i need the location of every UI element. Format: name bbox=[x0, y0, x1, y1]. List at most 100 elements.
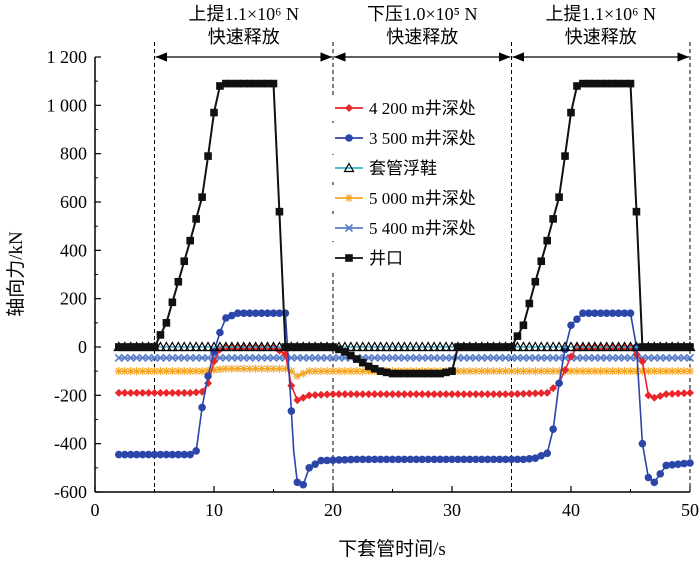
data-point bbox=[632, 207, 641, 216]
data-point bbox=[459, 353, 468, 362]
data-point bbox=[275, 353, 284, 362]
data-point bbox=[519, 321, 528, 330]
data-point bbox=[232, 341, 244, 352]
data-point bbox=[650, 367, 659, 376]
data-point bbox=[543, 388, 552, 397]
y-tick-label: 400 bbox=[60, 240, 87, 260]
data-point bbox=[263, 353, 272, 362]
data-point bbox=[501, 390, 510, 399]
data-point bbox=[471, 367, 480, 376]
data-point bbox=[168, 388, 177, 397]
data-point bbox=[198, 367, 207, 376]
data-point bbox=[281, 364, 290, 373]
data-point bbox=[150, 450, 159, 459]
data-point bbox=[507, 367, 516, 376]
data-point bbox=[495, 353, 504, 362]
data-point bbox=[317, 456, 325, 465]
data-point bbox=[222, 314, 230, 322]
data-point bbox=[144, 388, 153, 397]
data-point bbox=[392, 341, 404, 352]
data-point bbox=[477, 343, 486, 351]
y-tick-label: -400 bbox=[54, 434, 87, 454]
data-point bbox=[620, 309, 629, 317]
data-point bbox=[513, 353, 522, 362]
data-point bbox=[513, 455, 522, 464]
data-point bbox=[513, 367, 522, 376]
data-point bbox=[398, 341, 410, 352]
data-point bbox=[412, 369, 421, 378]
data-point bbox=[537, 367, 546, 376]
data-point bbox=[555, 379, 563, 388]
data-point bbox=[174, 353, 183, 362]
data-point bbox=[430, 353, 439, 362]
data-point bbox=[239, 309, 248, 317]
data-point bbox=[561, 365, 570, 374]
data-point bbox=[495, 455, 504, 464]
data-point bbox=[430, 390, 439, 399]
data-point bbox=[460, 343, 468, 351]
data-point bbox=[535, 341, 547, 352]
data-point bbox=[590, 353, 599, 362]
data-point bbox=[168, 450, 177, 459]
legend-label: 3 500 m井深处 bbox=[369, 129, 476, 148]
legend-item: 5 000 m井深处 bbox=[331, 185, 507, 211]
data-point bbox=[353, 355, 361, 363]
data-point bbox=[602, 79, 611, 88]
y-axis-title: 轴向力/kN bbox=[5, 231, 27, 317]
data-point bbox=[370, 390, 379, 399]
data-point bbox=[358, 390, 367, 399]
data-point bbox=[428, 341, 440, 352]
data-point bbox=[126, 353, 135, 362]
data-point bbox=[662, 353, 671, 362]
data-point bbox=[412, 390, 421, 399]
data-point bbox=[578, 367, 587, 376]
data-point bbox=[239, 364, 248, 373]
data-point bbox=[477, 367, 486, 376]
data-point bbox=[596, 309, 605, 317]
phase-label-bottom: 快速释放 bbox=[565, 27, 637, 47]
data-point bbox=[465, 367, 474, 376]
data-point bbox=[257, 79, 266, 88]
data-point bbox=[404, 341, 416, 352]
data-point bbox=[174, 367, 183, 376]
data-point bbox=[150, 353, 159, 362]
data-point bbox=[406, 353, 415, 362]
data-point bbox=[162, 353, 171, 362]
data-point bbox=[583, 341, 595, 352]
data-point bbox=[168, 353, 177, 362]
data-point bbox=[674, 389, 683, 398]
data-point bbox=[329, 390, 337, 399]
data-point bbox=[388, 390, 397, 399]
data-point bbox=[329, 367, 337, 376]
data-point bbox=[662, 390, 671, 399]
data-point bbox=[507, 343, 516, 351]
data-point bbox=[686, 343, 694, 351]
data-point bbox=[422, 341, 434, 352]
data-point bbox=[222, 79, 230, 88]
series-group bbox=[113, 79, 696, 489]
data-point bbox=[221, 353, 230, 362]
data-point bbox=[287, 381, 296, 390]
data-point bbox=[656, 343, 665, 351]
data-point bbox=[323, 456, 331, 465]
phase-label-top: 上提1.1×10⁶ N bbox=[189, 4, 299, 24]
data-point bbox=[203, 353, 213, 362]
data-point bbox=[180, 353, 189, 362]
y-tick-label: 1 200 bbox=[47, 47, 88, 67]
data-point bbox=[198, 353, 207, 362]
data-point bbox=[400, 390, 409, 399]
data-point bbox=[424, 369, 432, 378]
data-point bbox=[299, 343, 308, 351]
data-point bbox=[192, 367, 201, 376]
data-point bbox=[579, 309, 587, 317]
data-point bbox=[442, 390, 451, 399]
data-point bbox=[275, 309, 284, 317]
data-point bbox=[156, 388, 165, 397]
data-point bbox=[267, 341, 280, 352]
data-point bbox=[156, 367, 165, 376]
data-point bbox=[293, 372, 302, 380]
data-point bbox=[567, 321, 575, 330]
data-point bbox=[644, 367, 653, 376]
data-point bbox=[561, 152, 569, 160]
